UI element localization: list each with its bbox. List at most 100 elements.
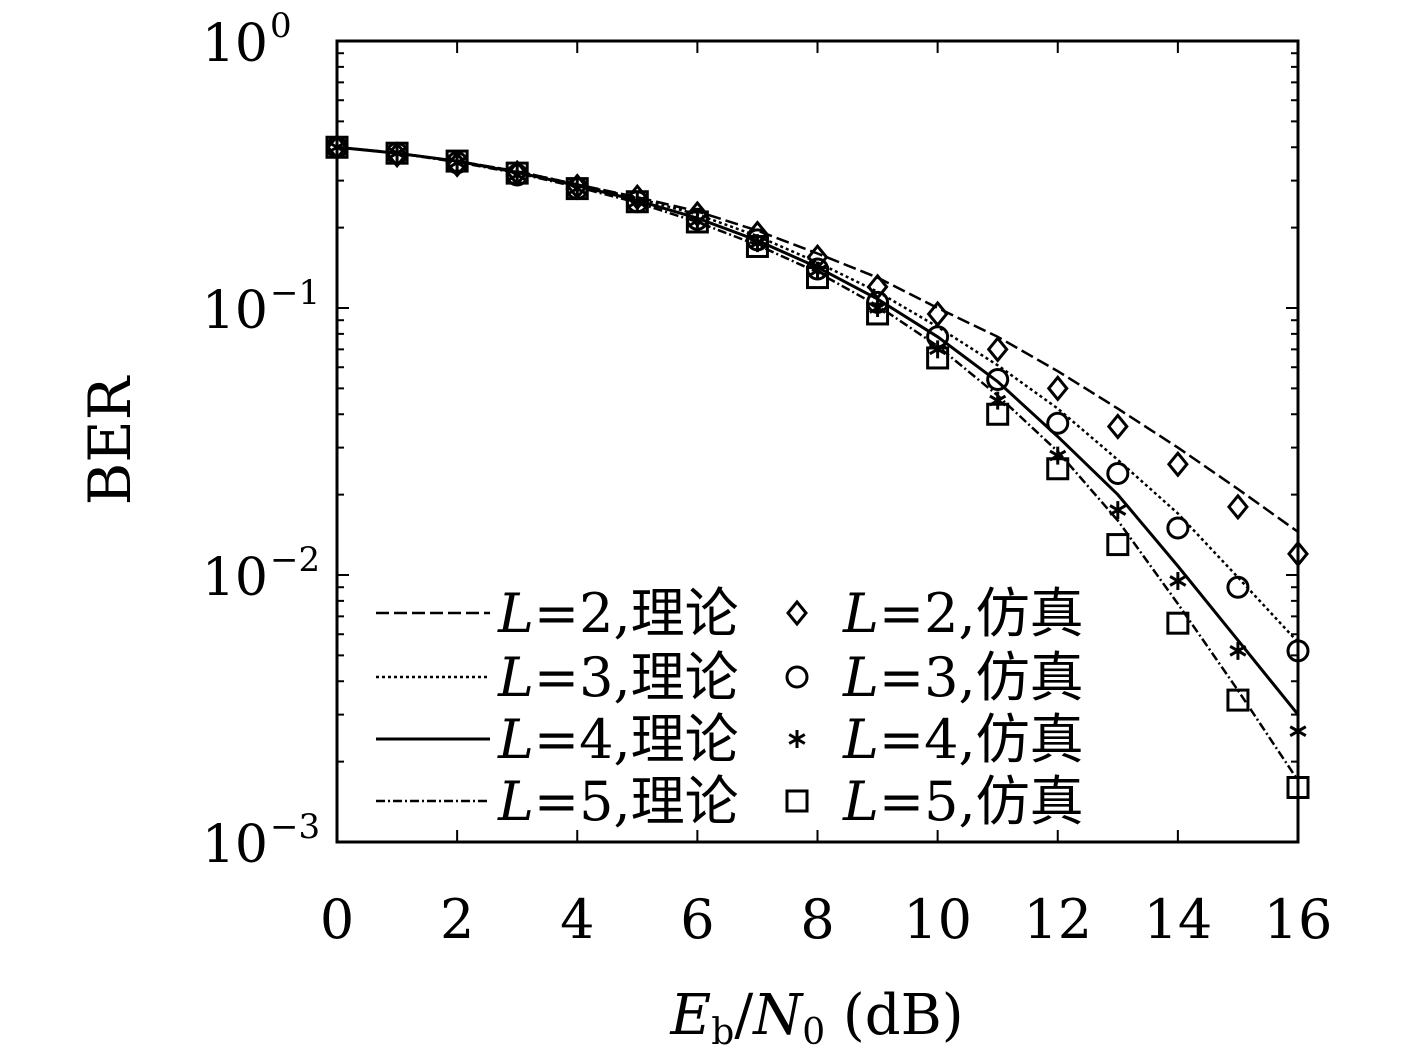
y-axis-label: BER [76, 374, 144, 505]
x-axis-label-n: N [751, 983, 804, 1048]
marker-square [806, 266, 829, 290]
legend-label-l: L [842, 646, 879, 709]
curve-L=3,理论 [336, 145, 1299, 644]
markers-L=2,仿真 [326, 133, 1309, 568]
legend-label-rest: =2,仿真 [879, 582, 1084, 645]
markers-L=4,仿真 [328, 138, 1307, 741]
marker-diamond [1166, 450, 1189, 478]
marker-star [568, 179, 586, 198]
y-tick-exponent: 0 [270, 6, 292, 46]
marker-star [508, 165, 526, 184]
legend-marker-diamond [786, 599, 808, 627]
marker-square [1166, 611, 1190, 635]
legend-label: L=4,仿真 [842, 708, 1084, 771]
marker-star [448, 153, 466, 172]
marker-square [625, 190, 649, 214]
x-axis-label-sub-0: 0 [802, 1012, 825, 1053]
marker-square [1226, 688, 1250, 712]
marker-diamond [1226, 493, 1249, 521]
legend-marker-square [785, 789, 809, 813]
marker-diamond [986, 335, 1009, 363]
marker-diamond [866, 273, 889, 301]
x-tick-label: 8 [800, 888, 834, 951]
x-axis-label-slash: / [734, 983, 753, 1048]
legend-label-l: L [842, 770, 879, 833]
marker-square [745, 234, 769, 258]
legend-label-rest: =4,理论 [534, 708, 739, 771]
legend-background [365, 575, 1125, 827]
marker-star [388, 144, 406, 163]
x-tick-labels: 0 2 4 6 8 10 12 14 16 [320, 888, 1333, 951]
marker-circle [1046, 411, 1070, 435]
marker-circle [1106, 461, 1130, 485]
x-tick-label: 2 [440, 888, 474, 951]
x-tick-label: 14 [1144, 888, 1213, 951]
marker-diamond [1106, 413, 1129, 440]
marker-square [986, 402, 1010, 426]
simulation-markers [325, 133, 1310, 799]
plot-frame [335, 39, 1300, 844]
marker-square [685, 210, 709, 234]
y-tick-label: 10 [202, 815, 268, 875]
marker-star [1229, 641, 1247, 660]
legend-label: L=2,理论 [497, 582, 739, 645]
y-tick-label: 10 [202, 548, 268, 608]
x-tick-label: 4 [560, 888, 594, 951]
legend-label: L=3,理论 [497, 646, 739, 709]
marker-circle [986, 367, 1010, 391]
y-tick-label: 10 [202, 14, 268, 74]
x-axis-label: Eb/N0 (dB) [669, 983, 963, 1053]
marker-square [445, 149, 469, 173]
markers-L=5,仿真 [325, 135, 1310, 799]
legend-label-l: L [497, 770, 534, 833]
legend-label-rest: =4,仿真 [879, 708, 1084, 771]
marker-diamond [926, 300, 949, 328]
y-tick-exponent: −2 [270, 540, 320, 580]
legend-label: L=4,理论 [497, 708, 739, 771]
marker-square [1106, 533, 1130, 557]
legend-label: L=3,仿真 [842, 646, 1084, 709]
y-tick-base: 10 [202, 281, 268, 341]
x-tick-label: 12 [1023, 888, 1092, 951]
legend-label-l: L [497, 708, 534, 771]
marker-star [688, 211, 706, 230]
marker-star [1049, 446, 1067, 465]
legend-label: L=5,仿真 [842, 770, 1084, 833]
x-axis-label-unit: (dB) [825, 983, 964, 1048]
legend-marker-star [788, 730, 806, 748]
y-tick-exponent: −3 [270, 807, 320, 847]
y-tick-base: 10 [202, 14, 268, 74]
marker-square [505, 161, 529, 185]
y-tick-base: 10 [202, 548, 268, 608]
marker-square [385, 141, 409, 165]
x-tick-label: 16 [1264, 888, 1333, 951]
marker-star [628, 192, 646, 211]
legend-label-l: L [842, 708, 879, 771]
legend-label-l: L [497, 582, 534, 645]
curve-L=2,理论 [336, 145, 1299, 533]
marker-square [1046, 457, 1070, 481]
legend-label: L=2,仿真 [842, 582, 1084, 645]
legend-label-rest: =2,理论 [534, 582, 739, 645]
marker-star [1109, 501, 1127, 520]
marker-square [866, 302, 890, 326]
y-tick-base: 10 [202, 815, 268, 875]
marker-star [989, 391, 1007, 410]
x-tick-label: 6 [680, 888, 714, 951]
legend-label-rest: =5,仿真 [879, 770, 1084, 833]
x-axis-label-sub-b: b [711, 1012, 734, 1053]
x-tick-label: 10 [903, 888, 972, 951]
marker-circle [1226, 575, 1250, 599]
marker-square [926, 346, 950, 370]
legend-label: L=5,理论 [497, 770, 739, 833]
legend-label-l: L [497, 646, 534, 709]
marker-circle [1166, 516, 1190, 540]
x-axis-label-e: E [669, 983, 711, 1048]
marker-square [565, 177, 589, 201]
y-tick-label: 10 [202, 281, 268, 341]
y-tick-exponent: −1 [270, 273, 320, 313]
marker-diamond [1046, 375, 1069, 402]
legend-label-rest: =3,理论 [534, 646, 739, 709]
